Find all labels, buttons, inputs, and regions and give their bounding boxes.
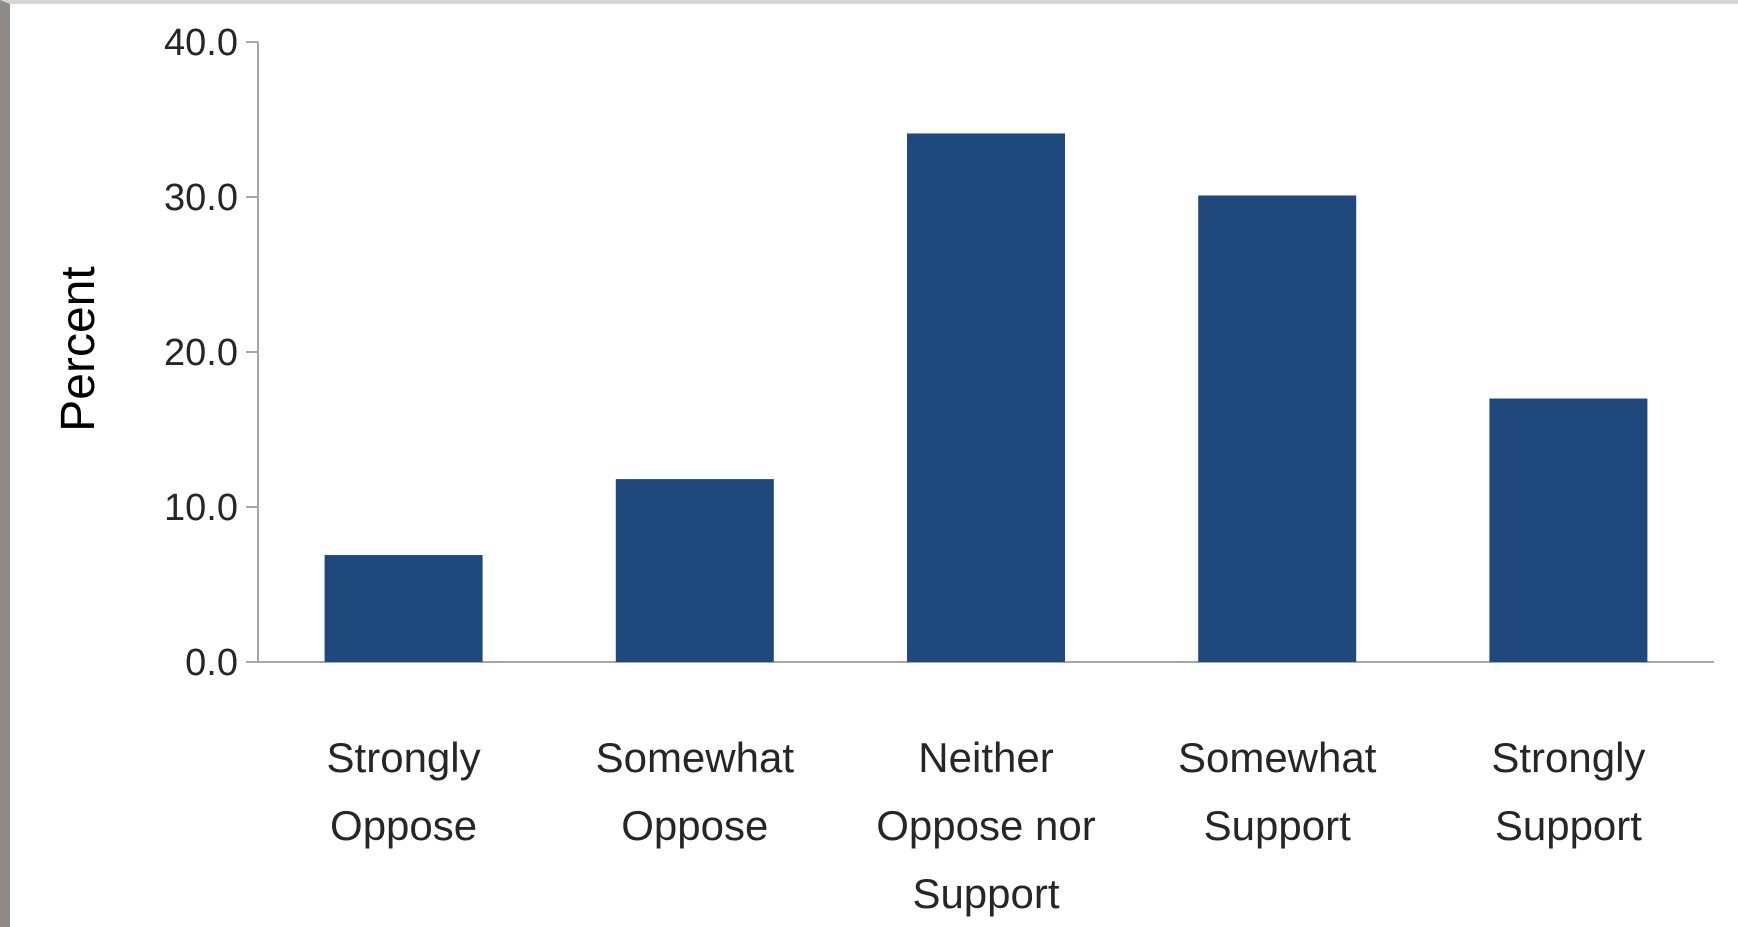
x-category-label-line: Support — [912, 870, 1059, 917]
x-category-label-line: Support — [1204, 802, 1351, 849]
y-tick-labels: 0.0 10.0 20.0 30.0 40.0 — [164, 22, 238, 684]
bar — [1198, 195, 1357, 662]
y-tick-label: 30.0 — [164, 177, 238, 219]
chart-bars — [324, 133, 1648, 662]
x-category-label-line: Neither — [918, 734, 1053, 781]
y-tick-label: 40.0 — [164, 22, 238, 64]
bar-chart: 0.010.020.030.040.0 Strongly OpposeSomewh… — [52, 22, 1714, 917]
bar — [1489, 398, 1648, 662]
x-category-label-line: Support — [1495, 802, 1642, 849]
bar — [907, 133, 1065, 662]
x-category-label: Somewhat Oppose — [596, 734, 795, 849]
y-tick-label: 0.0 — [185, 642, 238, 684]
x-category-label: Somewhat Support — [1178, 734, 1377, 849]
y-axis-title: Percent — [52, 266, 105, 431]
x-category-label-line: Oppose nor — [876, 802, 1095, 849]
y-tick-label: 10.0 — [164, 487, 238, 529]
x-category-labels: Strongly Oppose Somewhat Oppose Neither Oppos… — [327, 734, 1646, 917]
x-category-label: Strongly Oppose — [327, 734, 481, 849]
bar — [324, 555, 483, 662]
x-category-label-line: Somewhat — [1178, 734, 1377, 781]
x-category-label: Strongly Support — [1491, 734, 1645, 849]
x-category-label-line: Strongly — [327, 734, 481, 781]
y-tick-label: 20.0 — [164, 332, 238, 374]
x-category-label-line: Strongly — [1491, 734, 1645, 781]
x-category-label-line: Oppose — [330, 802, 477, 849]
x-category-label: Neither Oppose nor Support — [876, 734, 1095, 917]
x-category-label-line: Somewhat — [596, 734, 795, 781]
x-category-label-line: Oppose — [621, 802, 768, 849]
bar — [615, 479, 774, 662]
